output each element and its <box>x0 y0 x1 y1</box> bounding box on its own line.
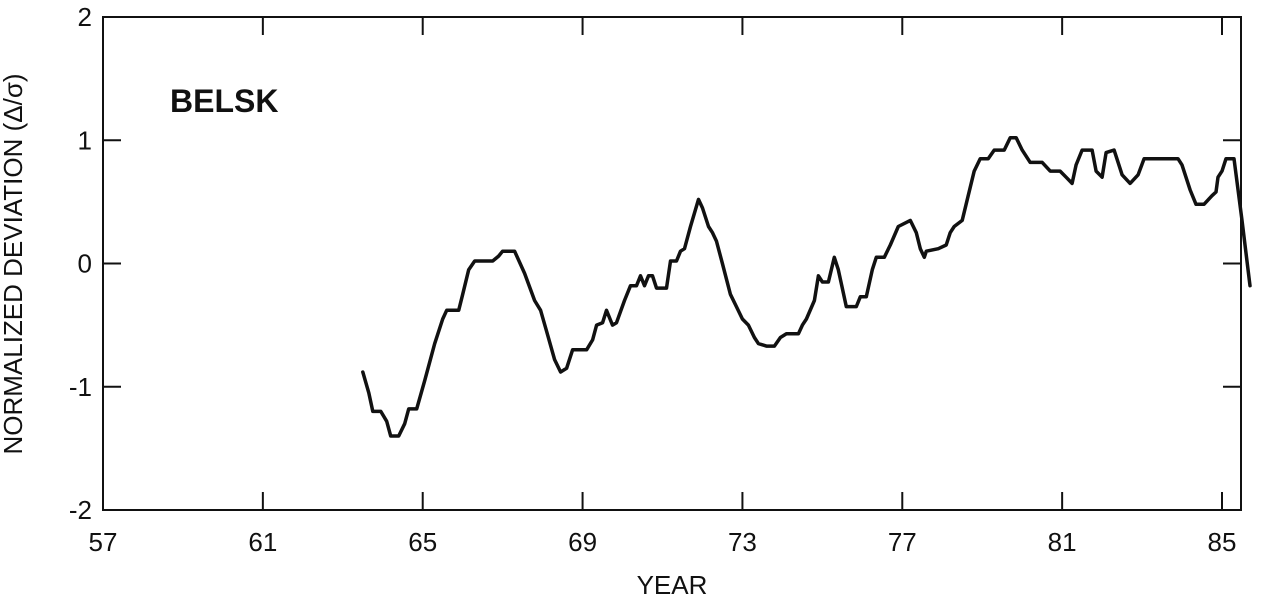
series-line <box>361 136 1252 438</box>
y-axis-title: NORMALIZED DEVIATION (Δ/σ) <box>0 73 28 454</box>
y-axis: -2 -1 0 1 2 <box>69 2 1241 525</box>
x-tick-label: 57 <box>89 527 118 557</box>
y-tick-label: 2 <box>78 2 92 32</box>
x-tick-label: 61 <box>248 527 277 557</box>
x-tick-label: 69 <box>568 527 597 557</box>
x-axis-title: YEAR <box>637 570 708 600</box>
x-tick-label: 81 <box>1048 527 1077 557</box>
series-layer <box>361 136 1252 438</box>
y-tick-label: -2 <box>69 495 92 525</box>
x-tick-label: 77 <box>888 527 917 557</box>
x-tick-label: 73 <box>728 527 757 557</box>
y-tick-label: -1 <box>69 372 92 402</box>
x-tick-label: 65 <box>408 527 437 557</box>
y-tick-label: 1 <box>78 125 92 155</box>
y-tick-label: 0 <box>78 249 92 279</box>
x-tick-label: 85 <box>1208 527 1237 557</box>
station-label: BELSK <box>170 83 278 119</box>
x-axis: 57 61 65 69 73 77 81 85 <box>89 17 1237 557</box>
